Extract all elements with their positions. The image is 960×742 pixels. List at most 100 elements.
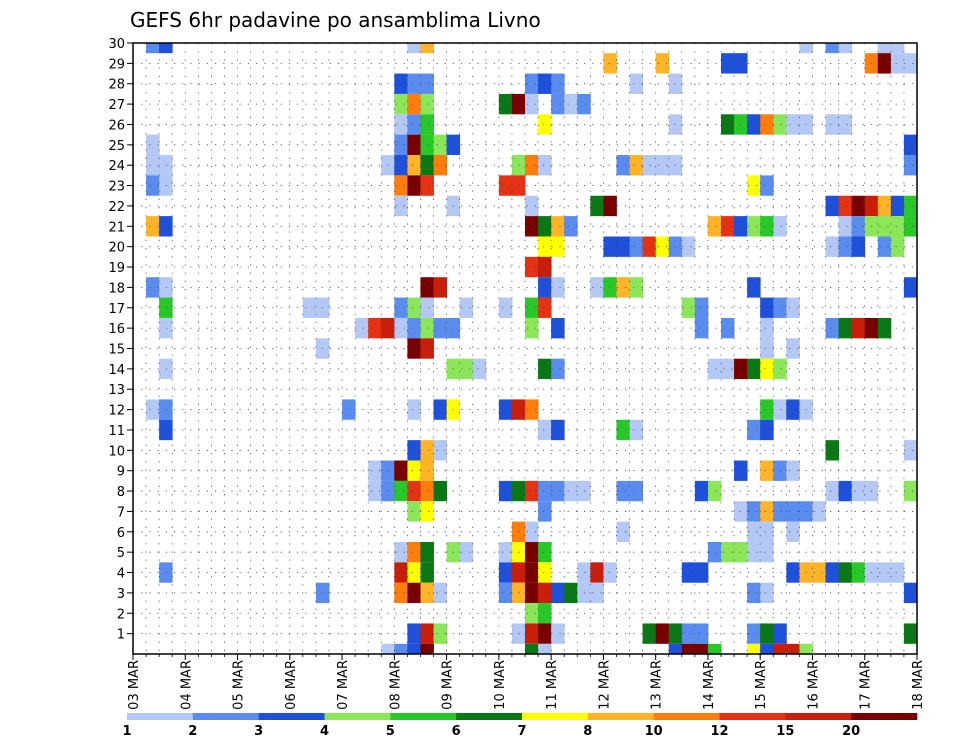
y-tick-label: 8	[117, 485, 125, 500]
heatmap-cell	[629, 419, 643, 441]
y-tick-label: 29	[108, 57, 125, 72]
heatmap-cell	[629, 480, 643, 502]
heatmap-cell	[747, 643, 761, 654]
x-tick-label: 17 MAR	[859, 660, 874, 710]
heatmap-cell	[838, 114, 853, 135]
heatmap-cell	[616, 236, 630, 257]
heatmap-cell	[786, 114, 800, 135]
x-tick-label: 16 MAR	[806, 660, 821, 710]
heatmap-cell	[146, 399, 160, 420]
heatmap-cell	[538, 419, 552, 441]
y-tick-label: 7	[117, 505, 125, 520]
heatmap-cell	[890, 236, 905, 257]
heatmap-cell	[903, 53, 918, 74]
heatmap-cell	[694, 317, 709, 339]
heatmap-cell	[472, 358, 487, 380]
heatmap-cell	[407, 399, 421, 420]
heatmap-cell	[668, 114, 683, 135]
y-tick-label: 6	[117, 526, 125, 541]
heatmap-cell	[694, 297, 709, 318]
heatmap-cell	[538, 623, 552, 644]
heatmap-cell	[538, 256, 552, 278]
x-tick-label: 11 MAR	[545, 660, 560, 710]
heatmap-cell	[538, 236, 552, 257]
heatmap-cell	[146, 277, 160, 298]
heatmap-cell	[525, 155, 539, 176]
heatmap-cell	[616, 277, 630, 298]
heatmap-cell	[760, 317, 774, 339]
heatmap-cell	[407, 155, 421, 176]
heatmap-cell	[851, 216, 866, 237]
colorbar-label: 15	[776, 724, 794, 739]
heatmap-cell	[551, 236, 565, 257]
heatmap-cell	[433, 440, 447, 461]
heatmap-cell	[394, 73, 408, 94]
heatmap-cell	[655, 623, 670, 644]
heatmap-cell	[394, 297, 408, 318]
colorbar-label: 12	[710, 724, 728, 739]
heatmap-cell	[407, 317, 421, 339]
heatmap-cell	[877, 216, 892, 237]
heatmap-cell	[773, 358, 787, 380]
y-tick-label: 16	[108, 322, 125, 337]
heatmap-cell	[538, 562, 552, 583]
heatmap-cell	[538, 582, 552, 604]
heatmap-cell	[681, 236, 696, 257]
heatmap-cell	[459, 358, 474, 380]
heatmap-cell	[551, 317, 565, 339]
heatmap-cell	[903, 195, 918, 217]
heatmap-cell	[394, 643, 408, 654]
heatmap-cell	[551, 480, 565, 502]
heatmap-cell	[747, 541, 761, 563]
heatmap-cell	[551, 358, 565, 380]
colorbar-swatch	[785, 713, 852, 720]
heatmap-cell	[159, 43, 173, 54]
heatmap-cell	[655, 155, 670, 176]
heatmap-cell	[877, 195, 892, 217]
y-tick-label: 4	[117, 567, 125, 582]
heatmap-cell	[407, 440, 421, 461]
y-tick-label: 1	[117, 628, 125, 643]
heatmap-cell	[407, 114, 421, 135]
heatmap-cell	[721, 216, 735, 237]
y-tick-label: 10	[108, 444, 125, 459]
heatmap-cell	[825, 236, 839, 257]
x-tick-label: 04 MAR	[179, 660, 194, 710]
colorbar-label: 1	[122, 724, 131, 739]
heatmap-cell	[603, 236, 617, 257]
heatmap-cell	[394, 134, 408, 156]
heatmap-cell	[616, 155, 630, 176]
heatmap-cell	[381, 643, 395, 654]
heatmap-cell	[407, 134, 421, 156]
heatmap-cell	[825, 317, 839, 339]
heatmap-cell	[747, 175, 761, 196]
heatmap-cell	[433, 582, 447, 604]
heatmap-cell	[903, 155, 918, 176]
heatmap-cell	[773, 297, 787, 318]
heatmap-cell	[525, 297, 539, 318]
heatmap-cell	[146, 216, 160, 237]
heatmap-cell	[707, 480, 722, 502]
heatmap-cell	[760, 297, 774, 318]
heatmap-cell	[420, 277, 434, 298]
heatmap-cell	[551, 93, 565, 115]
heatmap-cell	[420, 43, 434, 54]
heatmap-cell	[903, 216, 918, 237]
y-tick-label: 3	[117, 587, 125, 602]
heatmap-cell	[538, 480, 552, 502]
heatmap-cell	[525, 73, 539, 94]
heatmap-cell	[538, 603, 552, 624]
heatmap-cell	[668, 623, 683, 644]
heatmap-cell	[551, 623, 565, 644]
heatmap-cell	[616, 419, 630, 441]
heatmap-cell	[368, 460, 382, 481]
heatmap-cell	[760, 419, 774, 441]
heatmap-cell	[681, 643, 696, 654]
x-tick-label: 15 MAR	[754, 660, 769, 710]
colorbar-label: 20	[842, 724, 860, 739]
heatmap-cell	[721, 114, 735, 135]
heatmap-cell	[760, 216, 774, 237]
heatmap-cell	[655, 53, 670, 74]
heatmap-cell	[420, 562, 434, 583]
